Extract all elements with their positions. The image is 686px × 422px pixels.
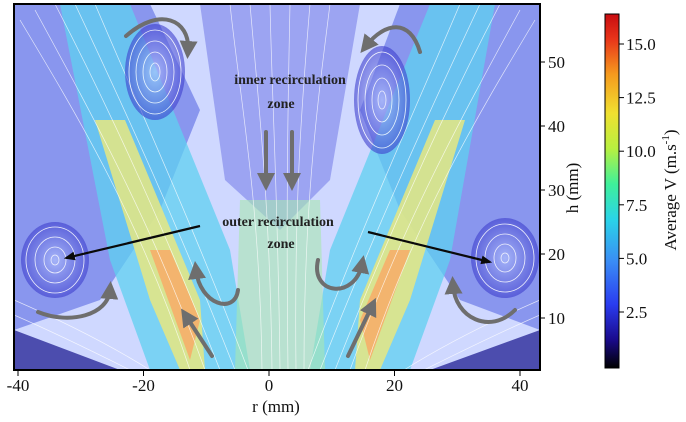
velocity-field: inner recirculation zone outer recircula… bbox=[14, 4, 540, 370]
y-tick-label: 10 bbox=[548, 309, 565, 328]
colorbar-label-superscript: -1 bbox=[660, 135, 672, 144]
x-axis-ticks: -40 -20 0 20 40 bbox=[7, 370, 529, 395]
curved-arrow-lower-right bbox=[444, 276, 517, 324]
curved-arrow-center-right bbox=[315, 255, 370, 291]
x-tick-label: 0 bbox=[265, 376, 274, 395]
x-axis-label: r (mm) bbox=[252, 397, 300, 416]
y-tick-label: 40 bbox=[548, 117, 565, 136]
inner-zone-label-line1: inner recirculation bbox=[234, 73, 346, 88]
outer-zone-label-line2: zone bbox=[267, 237, 294, 252]
y-tick-label: 30 bbox=[548, 181, 565, 200]
colorbar-tick-label: 5.0 bbox=[626, 249, 647, 268]
colorbar-tick-label: 10.0 bbox=[626, 142, 656, 161]
y-tick-label: 50 bbox=[548, 53, 565, 72]
colorbar-tick-label: 7.5 bbox=[626, 196, 647, 215]
colorbar-tick-label: 12.5 bbox=[626, 89, 656, 108]
pointer-right-vortex bbox=[367, 230, 493, 265]
arrow-up-right bbox=[346, 297, 377, 358]
plot-frame bbox=[13, 3, 541, 371]
x-tick-label: 20 bbox=[386, 376, 403, 395]
y-axis-label: h (mm) bbox=[563, 163, 582, 214]
vortex-right bbox=[471, 218, 539, 298]
outer-zone-label-line1: outer recirculation bbox=[222, 215, 334, 230]
colorbar-label: Average V (m.s-1) bbox=[660, 129, 680, 250]
curved-arrow-lower-left bbox=[36, 281, 119, 320]
arrow-up-left bbox=[181, 308, 214, 358]
pointer-left-vortex bbox=[63, 224, 201, 261]
flow-direction-arrows bbox=[36, 17, 517, 358]
curved-arrow-top-left bbox=[124, 17, 198, 59]
vortex-top-right bbox=[354, 46, 410, 154]
inner-zone-label-line2: zone bbox=[267, 97, 294, 112]
colorbar-gradient bbox=[604, 13, 620, 369]
curved-arrow-top-right bbox=[360, 25, 422, 54]
y-axis: 10 20 30 40 50 h (mm) bbox=[540, 53, 582, 328]
colorbar-tick-label: 15.0 bbox=[626, 35, 656, 54]
curved-arrow-center-left bbox=[188, 261, 240, 306]
vortex-top-left bbox=[125, 24, 185, 120]
y-tick-label: 20 bbox=[548, 245, 565, 264]
annotation-pointers bbox=[63, 224, 493, 265]
x-axis: -40 -20 0 20 40 r (mm) bbox=[7, 370, 529, 416]
vortex-left bbox=[21, 222, 89, 298]
colorbar-ticks: 2.5 5.0 7.5 10.0 12.5 15.0 bbox=[619, 35, 656, 322]
colorbar-tick-label: 2.5 bbox=[626, 303, 647, 322]
y-axis-ticks: 10 20 30 40 50 bbox=[540, 53, 565, 328]
x-tick-label: -40 bbox=[7, 376, 30, 395]
colorbar: 2.5 5.0 7.5 10.0 12.5 15.0 Average V (m.s-1) bbox=[604, 13, 680, 369]
x-tick-label: -20 bbox=[132, 376, 155, 395]
x-tick-label: 40 bbox=[512, 376, 529, 395]
